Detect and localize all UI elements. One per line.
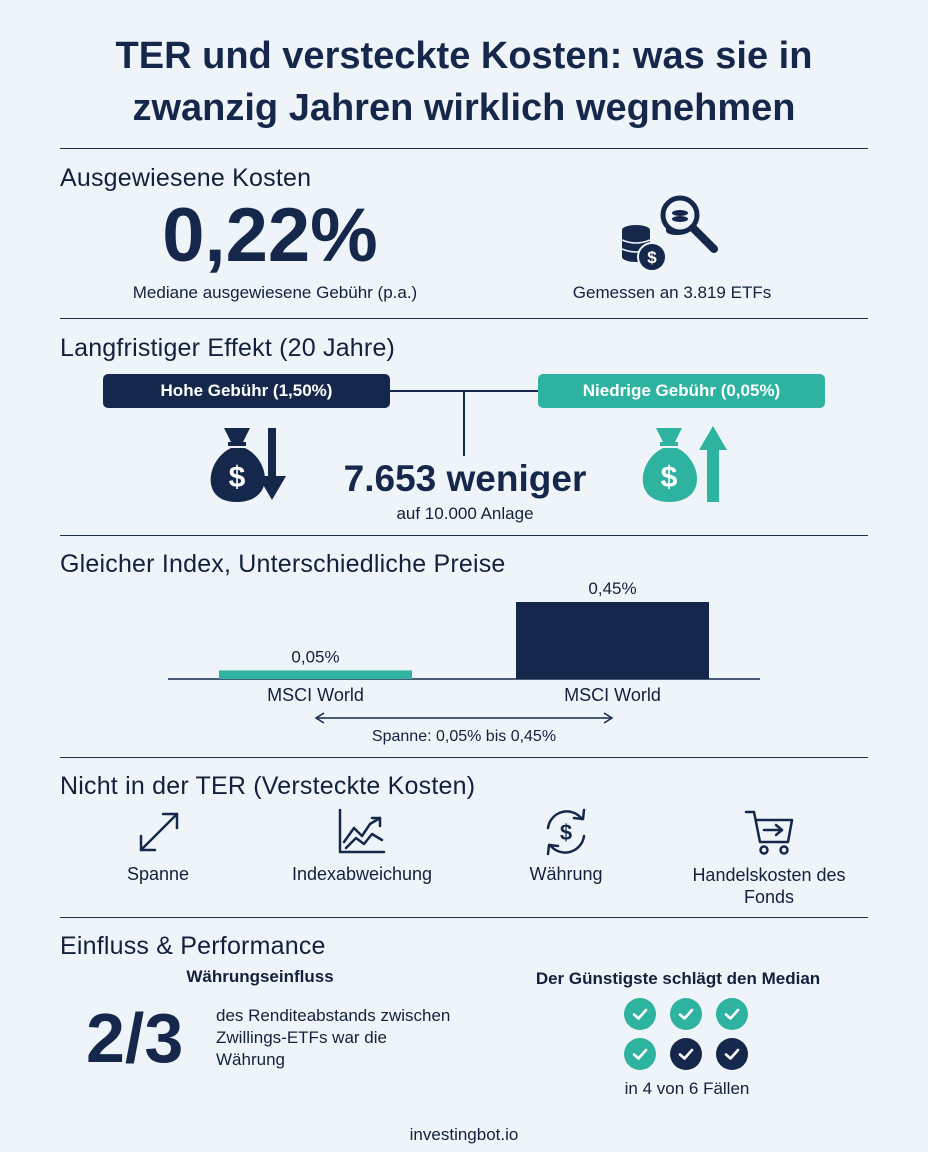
fraction-value: 2/3 xyxy=(86,999,184,1077)
divider xyxy=(60,148,868,149)
section-heading-impact: Einfluss & Performance xyxy=(60,932,326,960)
bar-category-label: MSCI World xyxy=(267,685,364,705)
page-title: TER und versteckte Kosten: was sie in zw… xyxy=(115,35,813,129)
bar-category-label: MSCI World xyxy=(564,685,661,705)
hidden-cost-label: Währung xyxy=(529,864,603,884)
range-label: Spanne: 0,05% bis 0,45% xyxy=(371,728,557,745)
check-win-icon xyxy=(624,1038,656,1070)
chart-bar xyxy=(516,602,709,679)
bar-value-label: 0,05% xyxy=(291,647,339,666)
trend-chart-icon xyxy=(336,806,388,856)
fee-bar-chart: 0,05% MSCI World 0,45% MSCI World xyxy=(168,579,760,724)
etf-count-caption: Gemessen an 3.819 ETFs xyxy=(572,283,772,302)
checks-caption: in 4 von 6 Fällen xyxy=(624,1079,750,1098)
low-fee-pill: Niedrige Gebühr (0,05%) xyxy=(538,374,825,408)
median-fee-value: 0,22% xyxy=(162,193,378,278)
check-grid xyxy=(624,998,748,1070)
difference-value: 7.653 weniger xyxy=(343,458,587,499)
connector-line xyxy=(463,390,465,456)
currency-exchange-icon: $ xyxy=(540,806,592,858)
check-loss-icon xyxy=(716,1038,748,1070)
fraction-caption: des Renditeabstands zwischen Zwillings-E… xyxy=(216,1006,451,1069)
section-heading-long-term-effect: Langfristiger Effekt (20 Jahre) xyxy=(60,334,396,362)
section-heading-hidden-costs: Nicht in der TER (Versteckte Kosten) xyxy=(60,772,476,800)
currency-impact-subheading: Währungseinfluss xyxy=(186,967,334,986)
high-fee-pill: Hohe Gebühr (1,50%) xyxy=(103,374,390,408)
svg-text:$: $ xyxy=(661,461,678,494)
divider xyxy=(60,917,868,918)
divider xyxy=(60,757,868,758)
divider xyxy=(60,535,868,536)
chart-bar xyxy=(219,670,412,679)
check-win-icon xyxy=(670,998,702,1030)
hidden-cost-label: Spanne xyxy=(126,864,190,884)
money-bag-down-icon: $ xyxy=(198,420,298,506)
section-heading-same-index: Gleicher Index, Unterschiedliche Preise xyxy=(60,550,506,578)
cheapest-beats-median-subheading: Der Günstigste schlägt den Median xyxy=(535,969,821,988)
hidden-cost-label: Handelskosten des Fonds xyxy=(692,865,846,907)
median-fee-caption: Mediane ausgewiesene Gebühr (p.a.) xyxy=(132,283,418,302)
svg-text:$: $ xyxy=(229,461,246,494)
bar-value-label: 0,45% xyxy=(588,579,636,598)
difference-caption: auf 10.000 Anlage xyxy=(396,504,534,523)
footer-brand: investingbot.io xyxy=(409,1125,519,1144)
check-win-icon xyxy=(716,998,748,1030)
hidden-cost-label: Indexabweichung xyxy=(291,864,433,884)
coins-magnifier-icon: $ xyxy=(614,193,730,273)
check-loss-icon xyxy=(670,1038,702,1070)
diagonal-arrows-icon xyxy=(135,808,183,856)
range-arrow-right-head xyxy=(603,712,614,724)
shopping-cart-icon xyxy=(744,806,796,858)
divider xyxy=(60,318,868,319)
money-bag-up-icon: $ xyxy=(634,420,734,506)
range-arrow-left-head xyxy=(314,712,325,724)
section-heading-reported-costs: Ausgewiesene Kosten xyxy=(60,164,312,192)
svg-text:$: $ xyxy=(647,248,657,267)
check-win-icon xyxy=(624,998,656,1030)
svg-text:$: $ xyxy=(560,820,572,845)
